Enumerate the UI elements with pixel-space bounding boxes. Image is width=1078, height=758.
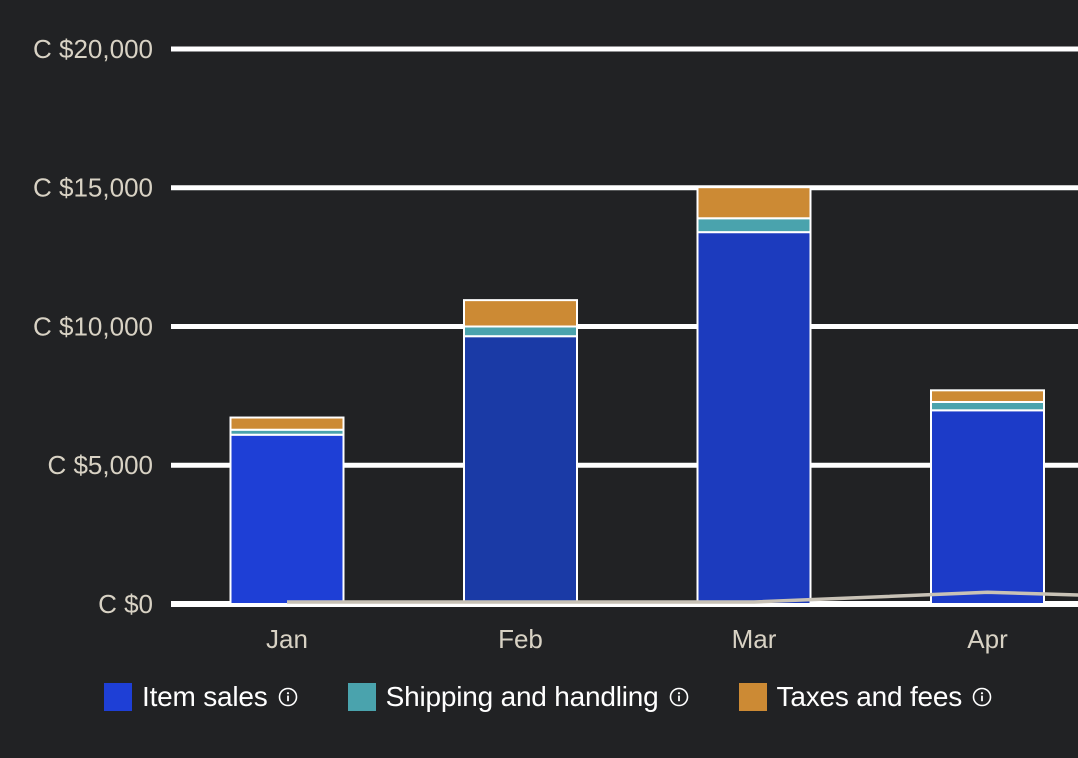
bar-segment-item-sales-jan <box>229 433 345 605</box>
x-tick-label: Mar <box>732 624 777 654</box>
y-tick-label: C $20,000 <box>33 34 153 64</box>
info-circle-icon[interactable] <box>669 687 689 707</box>
legend-label-taxes-and-fees: Taxes and fees <box>776 681 963 712</box>
chart-legend: Item sales Shipping and handling Taxes a… <box>104 681 992 713</box>
bar-segment-taxes-and-fees-apr <box>930 389 1045 403</box>
y-tick-label: C $10,000 <box>33 311 153 341</box>
trend-line <box>287 590 1078 604</box>
bar-segment-taxes-and-fees-feb <box>463 299 578 328</box>
x-tick-label: Feb <box>498 624 543 654</box>
y-tick-label: C $5,000 <box>47 450 153 480</box>
legend-swatch-shipping-and-handling <box>347 683 376 711</box>
x-tick-label: Apr <box>967 624 1008 654</box>
bar-segment-shipping-and-handling-apr <box>930 400 1045 412</box>
legend-swatch-item-sales <box>104 683 132 711</box>
bar-segment-shipping-and-handling-feb <box>463 325 578 338</box>
bar-segment-item-sales-feb <box>463 335 578 605</box>
bar-segment-item-sales-apr <box>930 409 1045 605</box>
legend-label-item-sales: Item sales <box>142 681 268 712</box>
bar-segment-taxes-and-fees-mar <box>696 186 812 220</box>
info-circle-icon[interactable] <box>972 687 992 707</box>
legend-item-item-sales[interactable]: Item sales <box>104 681 298 713</box>
x-tick-label: Jan <box>266 624 308 654</box>
bar-segment-item-sales-mar <box>696 231 812 605</box>
legend-label-shipping-and-handling: Shipping and handling <box>385 681 659 712</box>
legend-item-shipping-and-handling[interactable]: Shipping and handling <box>347 681 689 713</box>
bar-segment-shipping-and-handling-mar <box>696 217 812 234</box>
y-tick-label: C $15,000 <box>33 173 153 203</box>
legend-swatch-taxes-and-fees <box>738 683 767 711</box>
info-circle-icon[interactable] <box>278 687 298 707</box>
legend-item-taxes-and-fees[interactable]: Taxes and fees <box>738 681 993 713</box>
y-tick-label: C $0 <box>98 589 153 619</box>
bar-segment-taxes-and-fees-jan <box>229 416 345 431</box>
